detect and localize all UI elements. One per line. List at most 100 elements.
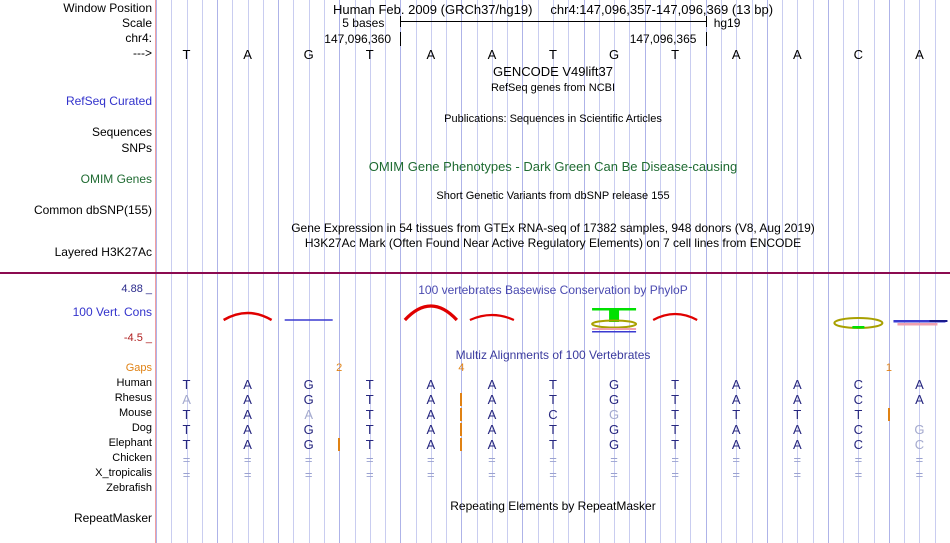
sidebar-item-x-tropicalis[interactable]: X_tropicalis <box>95 467 152 479</box>
sidebar-item-chicken[interactable]: Chicken <box>112 452 152 464</box>
alignment-unaligned-mark: = <box>427 467 435 482</box>
alignment-unaligned-mark: = <box>793 452 802 467</box>
reference-base: G <box>303 47 314 62</box>
alignment-base: A <box>426 422 436 437</box>
position-range: chr4:147,096,357-147,096,369 (13 bp) <box>550 2 774 17</box>
alignment-base: A <box>731 437 741 452</box>
conservation-wiggle-plot <box>222 304 948 333</box>
alignment-gap-bar <box>460 438 463 451</box>
alignment-unaligned-mark: = <box>304 452 313 467</box>
alignment-base: A <box>792 392 802 407</box>
sidebar-item-refseq-curated[interactable]: RefSeq Curated <box>65 94 152 108</box>
alignment-base: T <box>671 392 680 407</box>
alignment-base: T <box>671 422 680 437</box>
sidebar-item-common-dbsnp[interactable]: Common dbSNP(155) <box>33 203 152 217</box>
sidebar-item-gaps[interactable]: Gaps <box>125 362 152 374</box>
conservation-mark <box>652 312 698 321</box>
reference-base: T <box>671 47 680 62</box>
alignment-unaligned-mark: = <box>304 467 313 482</box>
sidebar-item-repeatmasker[interactable]: RepeatMasker <box>73 511 152 525</box>
alignment-base: A <box>792 377 802 392</box>
alignment-base: C <box>853 392 864 407</box>
gap-count-label: 4 <box>458 362 465 374</box>
alignment-base: A <box>792 422 802 437</box>
alignment-base: A <box>487 377 497 392</box>
sidebar-item-zebrafish[interactable]: Zebrafish <box>106 482 152 494</box>
track-label-column: Window Position Scale chr4: ---> RefSeq … <box>0 0 156 543</box>
sidebar-item-snps[interactable]: SNPs <box>121 141 152 155</box>
alignment-gap-bar <box>460 393 463 406</box>
sidebar-item-mouse[interactable]: Mouse <box>118 407 152 419</box>
alignment-base: G <box>609 422 620 437</box>
assembly-title: Human Feb. 2009 (GRCh37/hg19) <box>332 2 533 17</box>
sidebar-item-layered-h3k27ac[interactable]: Layered H3K27Ac <box>54 245 152 259</box>
track-title-phylop: 100 vertebrates Basewise Conservation by… <box>418 283 688 297</box>
alignment-base: G <box>303 422 314 437</box>
alignment-base: T <box>671 437 680 452</box>
track-title-omim: OMIM Gene Phenotypes - Dark Green Can Be… <box>368 159 738 174</box>
alignment-unaligned-mark: = <box>854 467 863 482</box>
reference-base: T <box>365 47 374 62</box>
alignment-base: T <box>365 377 374 392</box>
alignment-base: T <box>182 422 191 437</box>
alignment-unaligned-mark: = <box>243 467 252 482</box>
alignment-base: G <box>303 377 314 392</box>
reference-base: A <box>915 47 924 62</box>
sidebar-item-rhesus[interactable]: Rhesus <box>114 392 152 404</box>
coordinate-tick-mark <box>705 32 707 46</box>
reference-base: A <box>243 47 252 62</box>
alignment-unaligned-mark: = <box>488 452 496 467</box>
alignment-base: T <box>671 377 680 392</box>
alignment-base: T <box>732 407 741 422</box>
reference-base: A <box>731 47 741 62</box>
scale-value: 5 bases <box>342 16 385 30</box>
track-title-refseq: RefSeq genes from NCBI <box>490 82 616 94</box>
alignment-base: T <box>182 437 191 452</box>
alignment-unaligned-mark: = <box>915 467 924 482</box>
alignment-base: A <box>243 437 252 452</box>
alignment-base: A <box>487 422 497 437</box>
alignment-unaligned-mark: = <box>488 467 496 482</box>
sidebar-item-human[interactable]: Human <box>116 377 152 389</box>
left-boundary-rule <box>155 0 156 543</box>
alignment-row[interactable]: = = = = = = = = = = = = = <box>156 467 950 482</box>
coordinate-tick-mark <box>400 32 402 46</box>
coordinate-tick-label: 147,096,360 <box>324 32 392 46</box>
alignment-base: T <box>365 437 374 452</box>
sidebar-item-elephant[interactable]: Elephant <box>108 437 152 449</box>
reference-base: T <box>182 47 191 62</box>
assembly-db-label: hg19 <box>713 16 741 30</box>
alignment-base: A <box>426 407 436 422</box>
reference-base: A <box>792 47 802 62</box>
alignment-row[interactable]: = = = = = = = = = = = = = <box>156 452 950 467</box>
alignment-base: C <box>853 377 864 392</box>
scalebar-right-cap <box>705 16 707 27</box>
alignment-base: T <box>182 377 191 392</box>
alignment-gap-bar <box>460 408 463 421</box>
alignment-unaligned-mark: = <box>671 452 679 467</box>
sidebar-item-sequences[interactable]: Sequences <box>91 125 152 139</box>
alignment-unaligned-mark: = <box>732 467 741 482</box>
conservation-mark <box>403 304 459 322</box>
alignment-unaligned-mark: = <box>365 452 374 467</box>
sidebar-item-omim-genes[interactable]: OMIM Genes <box>80 172 152 186</box>
alignment-row[interactable] <box>156 482 950 497</box>
alignment-base: A <box>731 422 741 437</box>
gap-count-label: 1 <box>885 362 892 374</box>
sidebar-item-dog[interactable]: Dog <box>131 422 152 434</box>
alignment-base: T <box>365 422 374 437</box>
alignment-base: G <box>609 407 620 422</box>
alignment-unaligned-mark: = <box>243 452 252 467</box>
alignment-base: A <box>243 422 252 437</box>
sidebar-item-100-vert-cons[interactable]: 100 Vert. Cons <box>72 305 152 319</box>
alignment-base: G <box>303 437 314 452</box>
label-window-position: Window Position <box>63 1 152 15</box>
conservation-peak-marker <box>591 308 638 333</box>
alignment-base: T <box>549 392 557 407</box>
alignment-base: T <box>549 422 557 437</box>
